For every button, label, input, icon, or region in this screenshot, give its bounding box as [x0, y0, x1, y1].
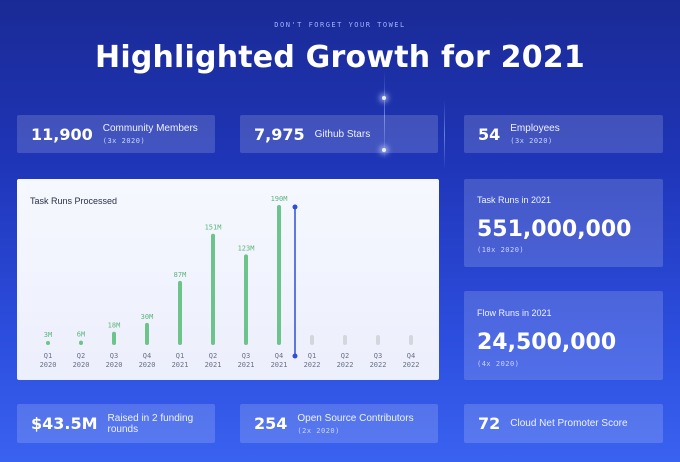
chart-bar: [178, 280, 182, 345]
chart-tick-quarter: Q2: [77, 352, 85, 360]
flow-runs-sub: (4x 2020): [477, 360, 520, 368]
stat-card-employees: 54 Employees (3x 2020): [464, 115, 663, 153]
stat-value: 72: [478, 414, 501, 433]
chart-bar-placeholder: [409, 335, 413, 345]
kicker-text: DON'T FORGET YOUR TOWEL: [274, 21, 406, 29]
stat-label: Github Stars: [314, 128, 371, 140]
chart-tick-quarter: Q1: [308, 352, 316, 360]
chart-tick-year: 2022: [370, 361, 387, 369]
task-runs-card: Task Runs in 2021 551,000,000 (10x 2020): [464, 179, 663, 267]
chart-tick-quarter: Q2: [341, 352, 349, 360]
chart-tick-year: 2021: [205, 361, 222, 369]
chart-tick-quarter: Q3: [374, 352, 382, 360]
chart-bar-placeholder: [343, 335, 347, 345]
stat-label: Community Members: [102, 123, 198, 134]
chart-data-label: 123M: [238, 244, 255, 252]
chart-tick-year: 2021: [271, 361, 288, 369]
task-runs-label: Task Runs in 2021: [477, 195, 552, 205]
chart-tick-year: 2022: [337, 361, 354, 369]
flow-runs-card: Flow Runs in 2021 24,500,000 (4x 2020): [464, 291, 663, 380]
chart-tick-quarter: Q4: [143, 352, 151, 360]
chart-data-label: 190M: [271, 195, 288, 203]
stat-card-github: 7,975 Github Stars: [240, 115, 438, 153]
stat-value: 254: [254, 414, 288, 433]
chart-tick-quarter: Q4: [407, 352, 415, 360]
chart-tick-year: 2020: [106, 361, 123, 369]
background-star: [382, 148, 386, 152]
chart-tick-year: 2020: [139, 361, 156, 369]
stat-card-community: 11,900 Community Members (3x 2020): [17, 115, 215, 153]
chart-tick-year: 2020: [40, 361, 57, 369]
chart-bar: [211, 233, 215, 345]
chart-tick-year: 2022: [304, 361, 321, 369]
chart-bar: [112, 331, 116, 345]
chart-card: Task Runs Processed 3M Q1 2020 6M Q2 2020 18M Q…: [17, 179, 439, 380]
chart-tick-quarter: Q2: [209, 352, 217, 360]
stat-value: 7,975: [254, 124, 305, 144]
chart-tick-quarter: Q3: [110, 352, 118, 360]
chart-data-label: 6M: [77, 331, 85, 339]
stat-label: Employees: [510, 123, 560, 134]
background-star: [382, 96, 386, 100]
chart-tick-year: 2022: [403, 361, 420, 369]
chart-tick-year: 2021: [238, 361, 255, 369]
page-title: Highlighted Growth for 2021: [95, 40, 585, 75]
background-light-streak: [384, 70, 385, 160]
task-runs-chart: 3MQ120206MQ2202018MQ3202030MQ4202087MQ12…: [40, 195, 420, 369]
chart-bar: [145, 322, 149, 345]
chart-data-label: 151M: [205, 224, 222, 232]
chart-bar: [79, 340, 83, 345]
flow-runs-value: 24,500,000: [477, 330, 617, 355]
chart-data-label: 30M: [141, 313, 154, 321]
chart-tick-year: 2020: [73, 361, 90, 369]
task-runs-sub: (10x 2020): [477, 246, 525, 254]
chart-bar: [277, 205, 281, 345]
chart-title: Task Runs Processed: [30, 196, 118, 206]
stat-card-funding: $43.5M Raised in 2 funding rounds: [17, 404, 215, 443]
stat-label: Cloud Net Promoter Score: [510, 418, 628, 429]
chart-current-marker-dot: [292, 353, 298, 359]
stat-card-contributors: 254 Open Source Contributors (2x 2020): [240, 404, 438, 443]
stat-value: 11,900: [31, 124, 93, 144]
chart-current-marker-dot: [292, 204, 298, 210]
background-light-streak: [444, 100, 445, 170]
stat-sub: (3x 2020): [510, 137, 553, 145]
chart-bar-placeholder: [310, 335, 314, 345]
stat-value: $43.5M: [31, 414, 98, 433]
stat-sub: (2x 2020): [297, 426, 340, 435]
task-runs-value: 551,000,000: [477, 217, 632, 242]
chart-bar: [244, 254, 248, 345]
stat-label: Open Source Contributors: [297, 412, 414, 424]
chart-data-label: 87M: [174, 271, 187, 279]
chart-tick-quarter: Q4: [275, 352, 283, 360]
chart-tick-year: 2021: [172, 361, 189, 369]
chart-tick-quarter: Q3: [242, 352, 250, 360]
stat-card-nps: 72 Cloud Net Promoter Score: [464, 404, 663, 443]
chart-tick-quarter: Q1: [176, 352, 184, 360]
chart-data-label: 3M: [44, 331, 52, 339]
chart-bar: [46, 341, 50, 345]
flow-runs-label: Flow Runs in 2021: [477, 308, 552, 318]
stat-label: Raised in 2 funding rounds: [107, 412, 194, 435]
stat-value: 54: [478, 124, 501, 144]
stat-sub: (3x 2020): [102, 137, 146, 145]
chart-data-label: 18M: [108, 322, 121, 330]
chart-bar-placeholder: [376, 335, 380, 345]
chart-tick-quarter: Q1: [44, 352, 52, 360]
